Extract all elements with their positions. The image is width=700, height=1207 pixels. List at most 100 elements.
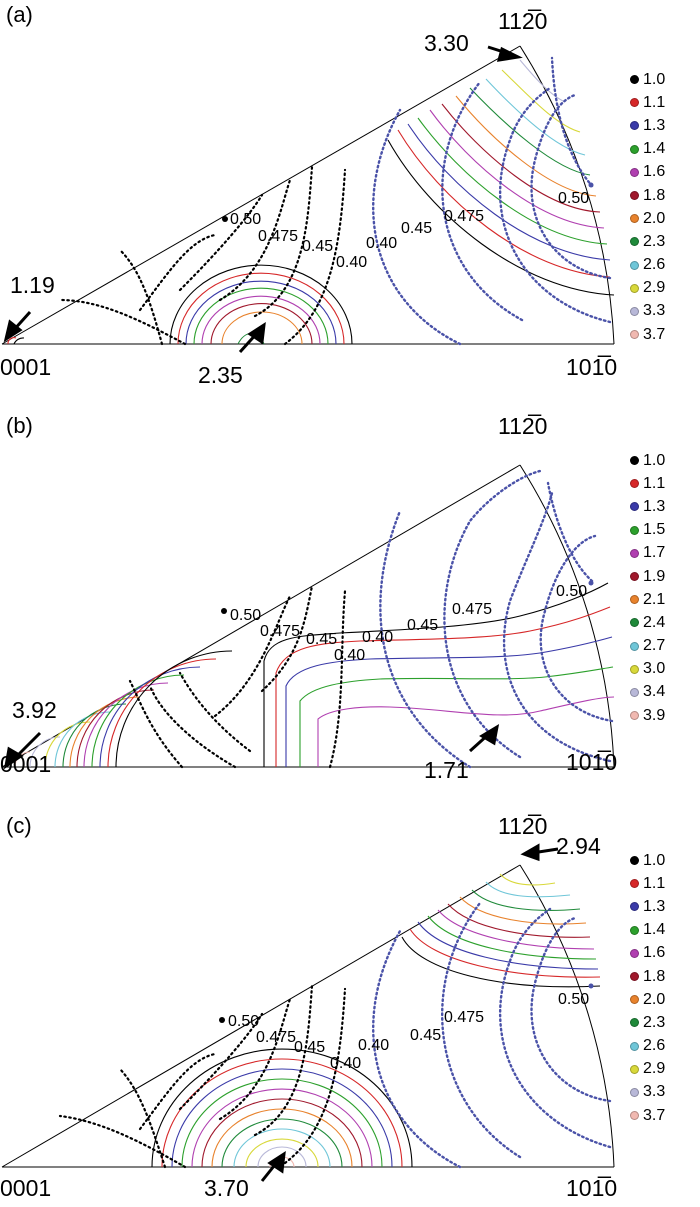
inverse-pole-figure [1,45,615,354]
legend-label: 1.3 [643,116,666,134]
schmid-label: 0.40 [334,647,366,664]
legend-label: 2.6 [643,256,666,274]
legend-swatch [630,191,639,201]
panel-label: (c) [6,813,32,838]
legend-item: 1.5 [630,519,665,542]
legend-label: 2.0 [643,209,666,227]
legend-label: 3.0 [643,660,666,678]
legend-label: 1.0 [643,70,666,88]
inverse-pole-figure [1,464,615,770]
max-annotation: 2.94 [556,833,601,859]
legend-item: 2.3 [630,230,665,253]
legend: 1.0 1.1 1.3 1.5 1.7 1.9 2.1 2.4 2.7 3.0 3.4 3.9 [630,449,665,727]
legend-label: 1.3 [643,497,666,515]
legend: 1.0 1.1 1.3 1.4 1.6 1.8 2.0 2.3 2.6 2.9 3.3 3.7 [630,849,665,1127]
legend-label: 2.6 [643,1037,666,1055]
schmid-blue-curves [372,56,612,346]
legend-swatch [630,75,639,85]
legend-swatch [630,330,639,340]
legend-swatch [630,925,639,935]
schmid-label: 0.475 [260,623,301,640]
schmid-blue-curves [379,469,614,769]
legend-item: 3.0 [630,658,665,681]
legend-item: 2.6 [630,254,665,277]
legend-swatch [630,214,639,224]
max-annotation: 3.30 [424,30,469,56]
schmid-label: 0.50 [230,607,262,624]
legend-swatch [630,1041,639,1051]
legend-item: 1.3 [630,114,665,137]
legend-item: 3.7 [630,323,665,346]
schmid-black-curves [128,584,347,769]
legend-swatch [630,144,639,154]
legend-item: 3.9 [630,704,665,727]
ipf-outline [1,864,615,1168]
corner-1010: 101̅0 [566,354,618,380]
legend-label: 1.5 [643,521,666,539]
legend-label: 3.3 [643,1083,666,1101]
legend-swatch [630,260,639,270]
corner-1120: 112̅0 [498,8,548,34]
legend-label: 1.4 [643,140,666,158]
legend-swatch [630,502,639,512]
legend-item: 2.6 [630,1035,665,1058]
legend-swatch [630,1087,639,1097]
legend-item: 3.3 [630,1081,665,1104]
annotation-arrows [260,843,559,1182]
legend-item: 1.4 [630,138,665,161]
legend-swatch [630,641,639,651]
legend-label: 2.0 [643,990,666,1008]
legend-label: 3.9 [643,706,666,724]
corner-0001: 0001 [0,751,52,777]
legend-swatch [630,283,639,293]
panel-label: (b) [6,413,33,438]
legend-label: 2.9 [643,279,666,297]
legend-label: 1.4 [643,921,666,939]
legend-item: 1.1 [630,472,665,495]
legend-item: 1.3 [630,495,665,518]
corner-1120: 112̅0 [498,813,548,839]
legend-item: 1.8 [630,184,665,207]
legend-label: 1.6 [643,944,666,962]
legend-item: 2.7 [630,635,665,658]
legend-label: 2.4 [643,613,666,631]
legend-label: 1.0 [643,851,666,869]
schmid-label: 0.45 [294,1039,326,1056]
schmid-label: 0.50 [558,190,590,207]
legend-item: 1.6 [630,161,665,184]
legend-item: 2.1 [630,588,665,611]
legend-swatch [630,879,639,889]
schmid-label: 0.45 [410,1027,442,1044]
legend-swatch [630,618,639,628]
schmid-label: 0.50 [558,991,590,1008]
legend-swatch [630,1018,639,1028]
schmid-label: 0.475 [258,228,299,245]
legend-item: 2.9 [630,1058,665,1081]
legend-label: 1.9 [643,567,666,585]
min-annotation: 1.71 [424,757,469,783]
panel-b: (b) [0,411,700,807]
contours-right [401,873,601,988]
contours-center [151,1048,413,1168]
legend-label: 2.3 [643,232,666,250]
corner-1120: 112̅0 [498,413,548,439]
contours-center [7,264,353,345]
legend-swatch [630,902,639,912]
schmid-label: 0.45 [306,631,338,648]
schmid-label: 0.475 [444,208,485,225]
legend-label: 1.8 [643,186,666,204]
legend-item: 1.1 [630,872,665,895]
schmid-label: 0.475 [452,601,493,618]
schmid-label: 0.40 [362,629,394,646]
legend-label: 1.7 [643,544,666,562]
legend-label: 2.3 [643,1013,666,1031]
schmid-blue-curves [372,901,612,1169]
max-annotation: 3.92 [12,697,57,723]
legend-swatch [630,664,639,674]
schmid-label: 0.50 [230,211,262,228]
inverse-pole-figure [1,843,615,1182]
schmid-black-curves [58,165,347,346]
legend-item: 2.4 [630,611,665,634]
legend-label: 1.1 [643,874,666,892]
legend-item: 1.6 [630,942,665,965]
